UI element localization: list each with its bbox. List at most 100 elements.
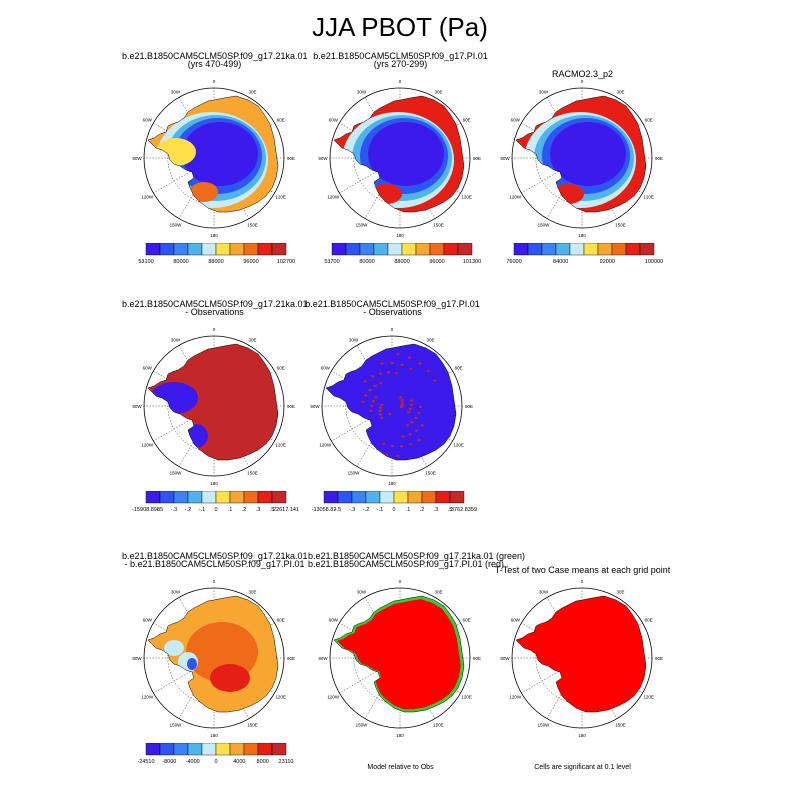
positive-cell <box>385 453 389 456</box>
colorbar-tick-label: 92000 <box>600 259 615 265</box>
meridian-line <box>364 657 401 719</box>
colorbar-swatch <box>145 743 161 756</box>
positive-cell <box>373 384 377 387</box>
colorbar-tick-label: -.5 <box>335 507 341 513</box>
colorbar-swatch <box>187 243 203 256</box>
positive-cell <box>378 372 382 375</box>
meridian-line <box>546 657 583 719</box>
lon-label: 90E <box>655 156 663 161</box>
positive-cell <box>417 439 421 442</box>
positive-cell <box>418 405 422 408</box>
diff-field <box>210 664 250 692</box>
meridian-line <box>521 157 583 194</box>
positive-cell <box>408 407 412 410</box>
positive-cell <box>371 400 375 403</box>
panel-ttest: T-Test of two Case means at each grid po… <box>490 552 675 802</box>
positive-cell <box>382 442 386 445</box>
red-cells <box>337 599 461 710</box>
colorbar-swatch <box>201 743 217 756</box>
panel-title-line1: RACMO2.3_p2 <box>551 69 614 79</box>
polar-map: 0 30E 60E 90E 120E 150E 180 150W 120W 90W 60W 30W <box>132 579 295 738</box>
lon-label: 150E <box>433 223 444 228</box>
positive-cell <box>390 362 394 365</box>
colorbar-swatch <box>541 243 557 256</box>
meridian-line <box>153 405 215 442</box>
meridian-line <box>521 622 583 659</box>
lon-label: 120E <box>275 195 286 200</box>
colorbar-swatch <box>229 243 245 256</box>
colorbar: -24510 -8000 -4000 0 4000 8000 23110 <box>137 743 293 765</box>
coastline <box>147 595 279 713</box>
colorbar-swatch <box>331 243 347 256</box>
colorbar-swatch <box>323 491 339 504</box>
colorbar-tick-label: .1 <box>228 507 233 513</box>
lon-label: 30E <box>434 589 442 594</box>
colorbar-tick-label: .2 <box>242 507 247 513</box>
panel-title-line2: b.e21.B1850CAM5CLM50SP.f09_g17.PI.01 (re… <box>308 559 504 569</box>
panel-case1: b.e21.B1850CAM5CLM50SP.f09_g17.21ka.01 (… <box>122 52 307 302</box>
colorbar-swatch <box>243 491 259 504</box>
field-patch <box>190 182 218 202</box>
lon-label: 90E <box>287 656 295 661</box>
interior-field <box>182 122 258 186</box>
lon-label: 180 <box>388 481 396 486</box>
meridian-line <box>546 597 583 659</box>
positive-cell <box>368 388 372 391</box>
positive-cell <box>399 445 403 448</box>
panel-title-line1: b.e21.B1850CAM5CLM50SP.f09_g17.21ka.01 <box>122 299 308 309</box>
colorbar-tick-label: 101300 <box>463 259 481 265</box>
colorbar-tick-label: -.1 <box>199 507 205 513</box>
meridian-line <box>356 405 393 467</box>
lon-label: 60W <box>143 118 153 123</box>
panel-title: b.e21.B1850CAM5CLM50SP.f09_g17.21ka.01 -… <box>122 551 308 569</box>
positive-cell <box>417 411 421 414</box>
lon-label: 120E <box>453 443 464 448</box>
positive-cell <box>369 409 373 412</box>
lon-label: 150W <box>170 723 183 728</box>
panel-diff1: b.e21.B1850CAM5CLM50SP.f09_g17.21ka.01 -… <box>122 300 307 550</box>
lon-label: 90W <box>132 656 142 661</box>
polar-map: 0 30E 60E 90E 120E 150E 180 150W 120W 90W 60W 30W <box>500 79 663 238</box>
colorbar-tick-label: -4000 <box>186 759 200 765</box>
colorbar-tick-label: 4000 <box>233 759 245 765</box>
lon-label: 90W <box>318 656 328 661</box>
lon-label: 150E <box>247 723 258 728</box>
colorbar-swatch <box>415 243 431 256</box>
meridian-line <box>331 405 393 442</box>
lon-label: 120E <box>461 195 472 200</box>
panel-title-line1: b.e21.B1850CAM5CLM50SP.f09_g17.21ka.01 <box>122 551 308 561</box>
panel-footnote: Cells are significant at 0.1 level <box>534 764 631 771</box>
colorbar-swatch <box>159 243 175 256</box>
meridian-line <box>153 622 215 659</box>
panel-diff3: b.e21.B1850CAM5CLM50SP.f09_g17.21ka.01 -… <box>122 552 307 802</box>
positive-cell <box>396 454 400 457</box>
meridian-line <box>339 622 401 659</box>
colorbar-swatch <box>257 491 273 504</box>
lon-label: 90E <box>465 404 473 409</box>
lon-label: 150W <box>356 723 369 728</box>
colorbar-swatch <box>271 491 287 504</box>
colorbar-tick-label: 0 <box>214 759 217 765</box>
lon-label: 60E <box>277 618 285 623</box>
colorbar-swatch <box>271 243 287 256</box>
colorbar-swatch <box>337 491 353 504</box>
colorbar-swatch <box>639 243 655 256</box>
meridian-line <box>356 345 393 407</box>
coastline <box>147 343 279 461</box>
panel-title: b.e21.B1850CAM5CLM50SP.f09_g17.PI.01 (yr… <box>308 52 493 69</box>
lon-label: 120W <box>141 443 154 448</box>
lon-label: 30E <box>248 89 256 94</box>
positive-cell <box>420 424 424 427</box>
colorbar-tick-label: 100000 <box>645 259 663 265</box>
meridian-line <box>521 657 583 694</box>
colorbar-swatch <box>187 743 203 756</box>
positive-cell <box>400 406 403 408</box>
panel-obs: RACMO2.3_p2 0 30E 60E 90E 120E 150E 180 150W 120… <box>490 52 675 302</box>
lon-label: 30W <box>349 337 359 342</box>
panel-title-line1: b.e21.B1850CAM5CLM50SP.f09_g17.PI.01 <box>305 299 480 309</box>
lon-label: 60W <box>321 366 331 371</box>
meridian-line <box>364 97 401 159</box>
colorbar-tick-label: -.2 <box>185 507 191 513</box>
